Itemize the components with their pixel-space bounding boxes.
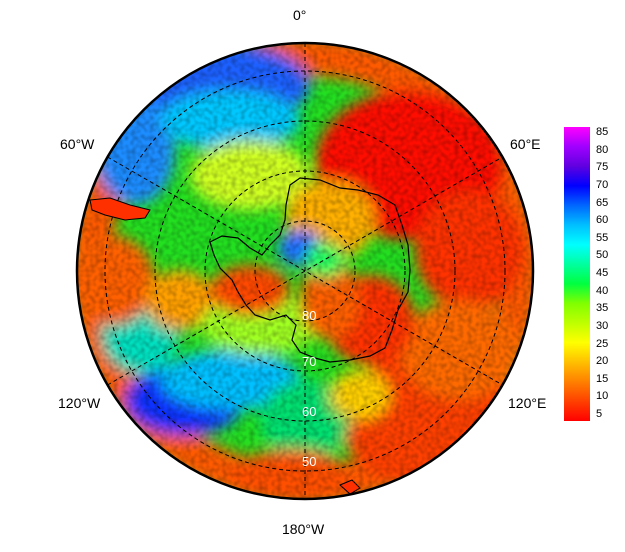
south-america-tip xyxy=(89,197,151,221)
lon-label-60w: 60°W xyxy=(60,136,95,152)
lat-label-80: 80 xyxy=(302,308,316,323)
colorbar-tick: 65 xyxy=(596,196,609,209)
latitude-gridlines xyxy=(104,43,506,499)
colorbar-tick: 35 xyxy=(596,302,609,315)
antarctica-outline xyxy=(209,177,411,363)
colorbar-tick: 30 xyxy=(596,319,609,332)
colorbar-tick: 55 xyxy=(596,231,609,244)
new-zealand-tip xyxy=(339,479,361,495)
lat-label-50: 50 xyxy=(302,454,316,469)
lat-label-60: 60 xyxy=(302,404,316,419)
map-frame xyxy=(75,41,535,501)
colorbar-tick: 70 xyxy=(596,178,609,191)
data-field xyxy=(77,43,533,499)
colorbar-gradient xyxy=(564,127,590,421)
colorbar-tick: 50 xyxy=(596,249,609,262)
colorbar-tick: 75 xyxy=(596,161,609,174)
colorbar-tick: 80 xyxy=(596,143,609,156)
colorbar-tick: 25 xyxy=(596,337,609,350)
colorbar-fill xyxy=(564,127,590,421)
colorbar-tick: 15 xyxy=(596,372,609,385)
colorbar-tick: 85 xyxy=(596,126,609,138)
lon-label-180: 180°W xyxy=(282,521,325,537)
colorbar: 5 10 15 20 25 30 35 40 45 50 55 60 65 70 75 80 85 xyxy=(560,126,614,421)
latitude-labels: 80 70 60 50 xyxy=(302,308,316,469)
lon-label-60e: 60°E xyxy=(510,136,541,152)
lon-label-120w: 120°W xyxy=(58,395,101,411)
lon-label-120e: 120°E xyxy=(508,395,547,411)
colorbar-tick: 10 xyxy=(596,390,609,403)
colorbar-tick: 20 xyxy=(596,355,609,368)
colorbar-tick: 40 xyxy=(596,284,609,297)
lon-label-0: 0° xyxy=(293,7,307,23)
colorbar-tick: 45 xyxy=(596,267,609,279)
lat-label-70: 70 xyxy=(302,354,316,369)
colorbar-tick: 5 xyxy=(596,408,603,420)
colorbar-tick: 60 xyxy=(596,214,609,227)
